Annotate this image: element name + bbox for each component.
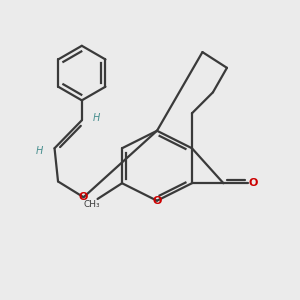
Text: O: O <box>152 196 162 206</box>
Text: CH₃: CH₃ <box>84 200 101 209</box>
Text: O: O <box>79 192 88 202</box>
Text: H: H <box>93 113 100 123</box>
Text: O: O <box>248 178 258 188</box>
Text: H: H <box>36 146 43 156</box>
